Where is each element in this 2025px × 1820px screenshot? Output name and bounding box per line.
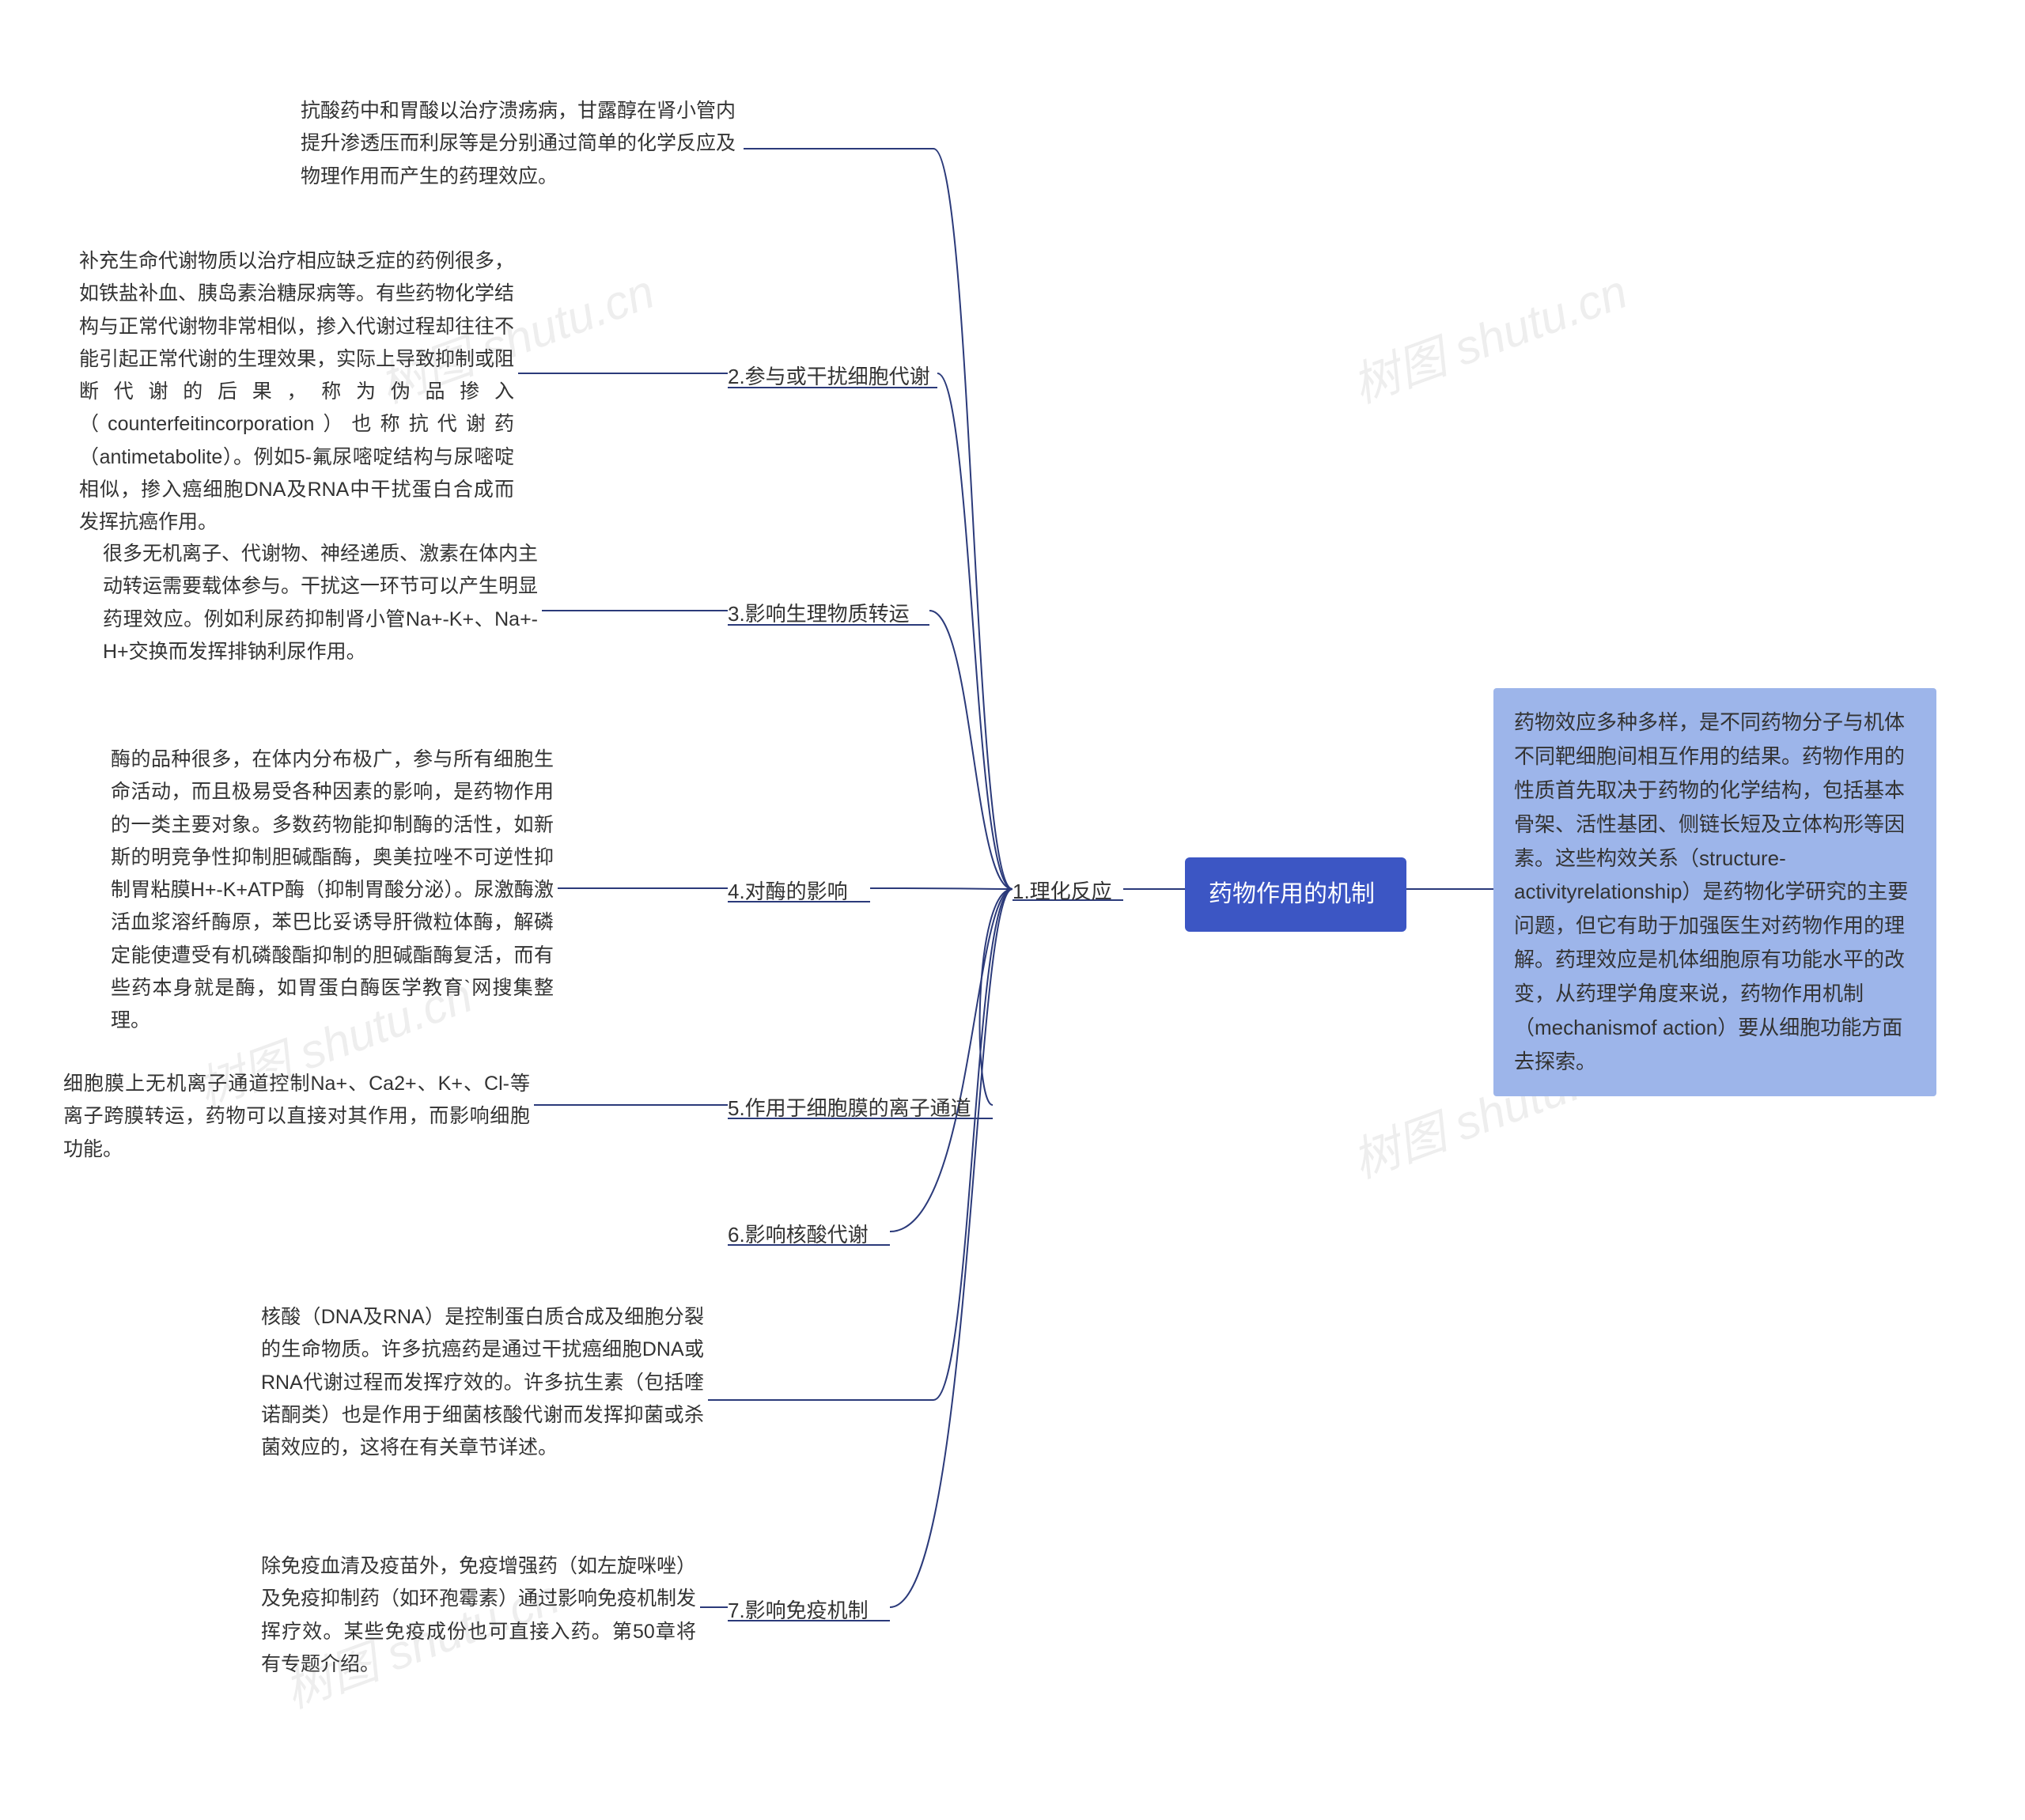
leaf-node[interactable]: 酶的品种很多，在体内分布极广，参与所有细胞生命活动，而且极易受各种因素的影响，是… (111, 744, 554, 1037)
branch-label[interactable]: 7.影响免疫机制 (728, 1594, 869, 1628)
branch-label[interactable]: 2.参与或干扰细胞代谢 (728, 360, 930, 394)
leaf-node[interactable]: 细胞膜上无机离子通道控制Na+、Ca2+、K+、Cl-等离子跨膜转运，药物可以直… (63, 1068, 530, 1166)
intro-node[interactable]: 药物效应多种多样，是不同药物分子与机体不同靶细胞间相互作用的结果。药物作用的性质… (1493, 688, 1936, 1096)
branch-label[interactable]: 3.影响生理物质转运 (728, 597, 910, 631)
level1-node[interactable]: 1.理化反应 (1012, 875, 1112, 909)
branch-label[interactable]: 6.影响核酸代谢 (728, 1218, 869, 1252)
mindmap-canvas: 树图 shutu.cn 树图 shutu.cn 树图 shutu.cn 树图 s… (0, 0, 2025, 1820)
leaf-node[interactable]: 抗酸药中和胃酸以治疗溃疡病，甘露醇在肾小管内提升渗透压而利尿等是分别通过简单的化… (301, 95, 736, 193)
leaf-node[interactable]: 核酸（DNA及RNA）是控制蛋白质合成及细胞分裂的生命物质。许多抗癌药是通过干扰… (261, 1301, 704, 1464)
watermark: 树图 shutu.cn (1342, 253, 1635, 416)
branch-label[interactable]: 5.作用于细胞膜的离子通道 (728, 1092, 971, 1126)
leaf-node[interactable]: 很多无机离子、代谢物、神经递质、激素在体内主动转运需要载体参与。干扰这一环节可以… (103, 538, 538, 668)
leaf-node[interactable]: 除免疫血清及疫苗外，免疫增强药（如左旋咪唑）及免疫抑制药（如环孢霉素）通过影响免… (261, 1550, 696, 1681)
branch-label[interactable]: 4.对酶的影响 (728, 875, 848, 909)
leaf-node[interactable]: 补充生命代谢物质以治疗相应缺乏症的药例很多，如铁盐补血、胰岛素治糖尿病等。有些药… (79, 245, 514, 539)
root-node[interactable]: 药物作用的机制 (1185, 857, 1406, 932)
